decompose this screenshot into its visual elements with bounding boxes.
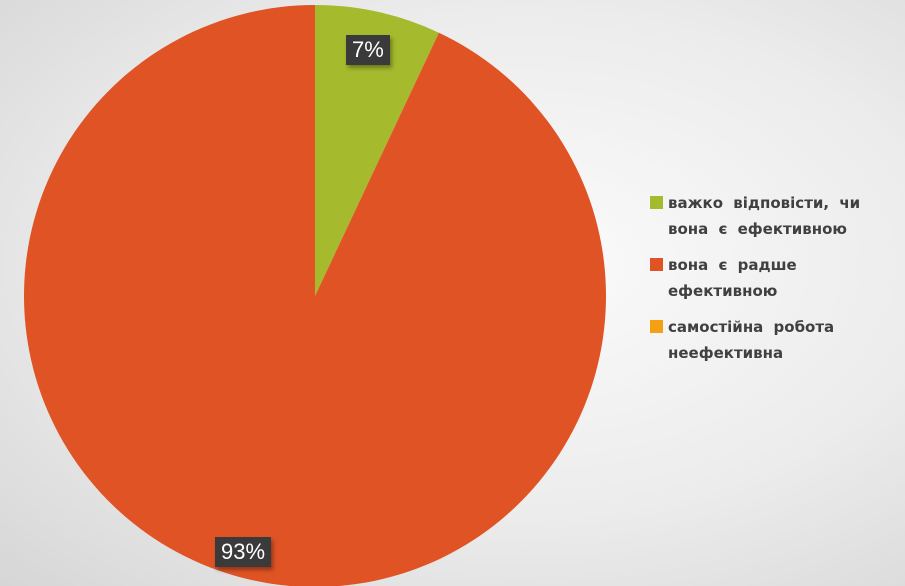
chart-legend: важко відповісти, чи вона є ефективною в… bbox=[650, 190, 900, 376]
legend-item-1: важко відповісти, чи вона є ефективною bbox=[650, 190, 900, 242]
data-label-slice-2: 93% bbox=[215, 537, 272, 567]
legend-label: самостійна робота неефективна bbox=[668, 318, 835, 362]
pie-slice-2 bbox=[24, 5, 606, 586]
legend-label: вона є радше ефективною bbox=[668, 256, 797, 300]
legend-swatch-green bbox=[650, 196, 663, 209]
legend-swatch-amber bbox=[650, 320, 663, 333]
legend-swatch-orange bbox=[650, 258, 663, 271]
legend-label: важко відповісти, чи вона є ефективною bbox=[668, 194, 861, 238]
pie-slice-1 bbox=[315, 5, 439, 296]
data-label-slice-1: 7% bbox=[346, 35, 390, 65]
legend-item-2: вона є радше ефективною bbox=[650, 252, 900, 304]
legend-item-3: самостійна робота неефективна bbox=[650, 314, 900, 366]
